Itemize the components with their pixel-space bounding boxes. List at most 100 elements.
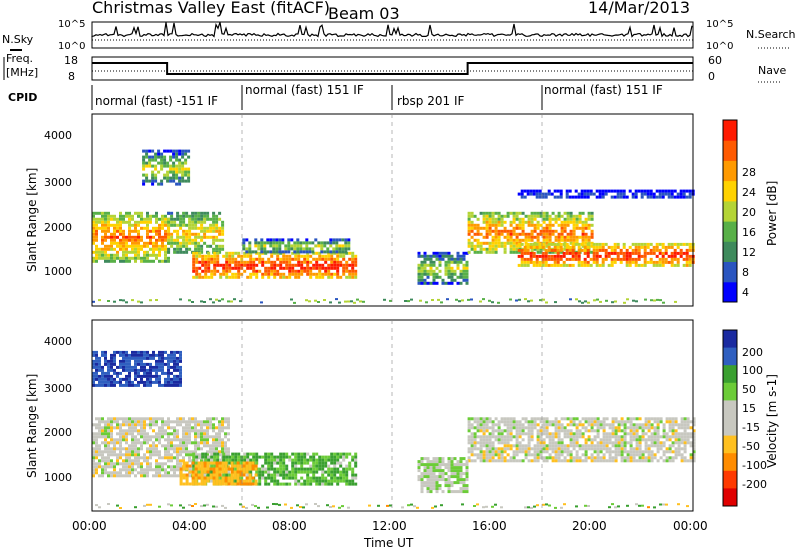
- power-cell: [354, 263, 358, 267]
- power-cell: [154, 176, 158, 180]
- power-cell: [237, 251, 241, 255]
- velocity-cell: [641, 423, 645, 427]
- power-cell: [482, 241, 486, 245]
- velocity-cell: [209, 423, 212, 427]
- power-cell: [324, 254, 328, 258]
- velocity-cell: [164, 383, 167, 387]
- velocity-cell: [215, 435, 218, 439]
- power-cell: [503, 235, 507, 239]
- power-cell: [308, 241, 312, 245]
- power-cell: [536, 220, 540, 224]
- velocity-cell: [662, 444, 666, 448]
- velocity-cell: [330, 473, 334, 477]
- velocity-cell: [215, 444, 218, 448]
- power-cell: [518, 250, 522, 254]
- velocity-cell: [321, 479, 325, 483]
- velocity-cell: [95, 365, 98, 369]
- power-cell: [550, 248, 554, 252]
- power-cell: [655, 248, 659, 252]
- power-cell: [593, 299, 596, 302]
- power-cell: [212, 217, 216, 221]
- power-cell: [185, 223, 189, 227]
- velocity-cell: [203, 435, 206, 439]
- velocity-cell: [614, 459, 618, 463]
- power-cell: [140, 259, 143, 263]
- velocity-cell: [194, 429, 197, 433]
- velocity-cell: [258, 482, 262, 486]
- velocity-cell: [620, 429, 624, 433]
- velocity-cell: [215, 467, 219, 471]
- power-cell: [542, 226, 546, 230]
- velocity-cell: [527, 444, 531, 448]
- power-cell: [221, 220, 225, 224]
- velocity-cell: [209, 447, 212, 451]
- power-cell: [518, 244, 522, 248]
- velocity-cell: [470, 426, 474, 430]
- velocity-cell: [686, 441, 690, 445]
- velocity-cell: [539, 426, 543, 430]
- power-cell: [101, 229, 104, 233]
- power-cell: [566, 223, 570, 227]
- power-cell: [297, 272, 301, 276]
- power-cell: [309, 275, 313, 279]
- velocity-cell: [143, 453, 146, 457]
- power-cell: [640, 263, 644, 267]
- power-cell: [553, 195, 557, 199]
- power-cell: [530, 211, 534, 215]
- velocity-cell: [354, 473, 358, 477]
- power-cell: [545, 301, 548, 304]
- velocity-cell: [213, 455, 217, 459]
- velocity-cell: [264, 476, 268, 480]
- velocity-cell: [176, 456, 179, 460]
- power-cell: [679, 251, 683, 255]
- power-cell: [187, 149, 191, 153]
- velocity-cell: [545, 420, 549, 424]
- power-cell: [649, 248, 653, 252]
- velocity-cell: [134, 438, 137, 442]
- power-cell: [128, 211, 131, 215]
- power-cell: [335, 238, 339, 242]
- velocity-cell: [92, 350, 95, 354]
- power-cell: [160, 164, 164, 168]
- velocity-cell: [119, 350, 122, 354]
- power-cell: [575, 217, 579, 221]
- power-cell: [101, 253, 104, 257]
- velocity-cell: [143, 435, 146, 439]
- velocity-cell: [671, 435, 675, 439]
- velocity-cell: [170, 350, 173, 354]
- power-cell: [500, 232, 504, 236]
- power-cell: [282, 260, 286, 264]
- velocity-cell: [554, 429, 558, 433]
- power-cell: [273, 275, 277, 279]
- power-cell: [459, 260, 463, 264]
- power-cell: [116, 253, 119, 257]
- power-cell: [131, 247, 134, 251]
- power-cell: [197, 220, 201, 224]
- velocity-cell: [155, 359, 158, 363]
- velocity-cell: [155, 465, 158, 469]
- power-cell: [512, 211, 516, 215]
- power-cell: [497, 223, 501, 227]
- velocity-cell: [188, 432, 191, 436]
- noise-sky-line: [91, 22, 693, 38]
- velocity-cell: [233, 476, 237, 480]
- velocity-cell: [182, 438, 185, 442]
- power-cell: [479, 300, 482, 303]
- velocity-cell: [110, 474, 113, 478]
- velocity-cell: [143, 426, 146, 430]
- power-cell: [332, 241, 336, 245]
- power-cell: [491, 238, 495, 242]
- velocity-cell: [158, 435, 161, 439]
- power-cell: [467, 238, 471, 242]
- power-cell: [524, 298, 527, 301]
- power-cell: [164, 256, 167, 260]
- plot-title: Christmas Valley East (fitACF): [92, 0, 330, 17]
- velocity-cell: [689, 426, 693, 430]
- power-cell: [440, 301, 443, 304]
- power-cell: [137, 244, 140, 248]
- velocity-cell: [354, 455, 358, 459]
- power-cell: [420, 278, 424, 282]
- power-cell: [149, 259, 152, 263]
- velocity-cell: [345, 464, 349, 468]
- velocity-cell: [575, 441, 579, 445]
